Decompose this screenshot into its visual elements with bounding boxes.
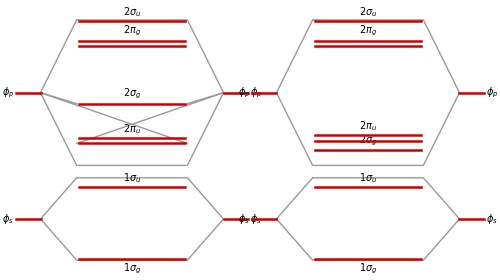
Text: $1\sigma_u$: $1\sigma_u$: [359, 171, 377, 185]
Text: $2\pi_u$: $2\pi_u$: [123, 122, 141, 136]
Text: $\phi_p$: $\phi_p$: [250, 85, 262, 100]
Text: $\phi_p$: $\phi_p$: [238, 85, 250, 100]
Text: $\phi_s$: $\phi_s$: [2, 212, 14, 226]
Text: $2\sigma_u$: $2\sigma_u$: [359, 5, 377, 18]
Text: $2\sigma_u$: $2\sigma_u$: [123, 5, 141, 18]
Text: $1\sigma_g$: $1\sigma_g$: [123, 262, 141, 276]
Text: $\phi_s$: $\phi_s$: [250, 212, 262, 226]
Text: $\phi_s$: $\phi_s$: [486, 212, 498, 226]
Text: $1\sigma_g$: $1\sigma_g$: [359, 262, 377, 276]
Text: $2\pi_g$: $2\pi_g$: [359, 23, 377, 38]
Text: $2\pi_g$: $2\pi_g$: [123, 23, 141, 38]
Text: $\phi_p$: $\phi_p$: [486, 85, 498, 100]
Text: $2\sigma_g$: $2\sigma_g$: [123, 87, 141, 101]
Text: $\phi_p$: $\phi_p$: [2, 85, 14, 100]
Text: $1\sigma_u$: $1\sigma_u$: [123, 171, 141, 185]
Text: $2\sigma_g$: $2\sigma_g$: [359, 134, 377, 148]
Text: $2\pi_u$: $2\pi_u$: [359, 119, 377, 133]
Text: $\phi_s$: $\phi_s$: [238, 212, 250, 226]
